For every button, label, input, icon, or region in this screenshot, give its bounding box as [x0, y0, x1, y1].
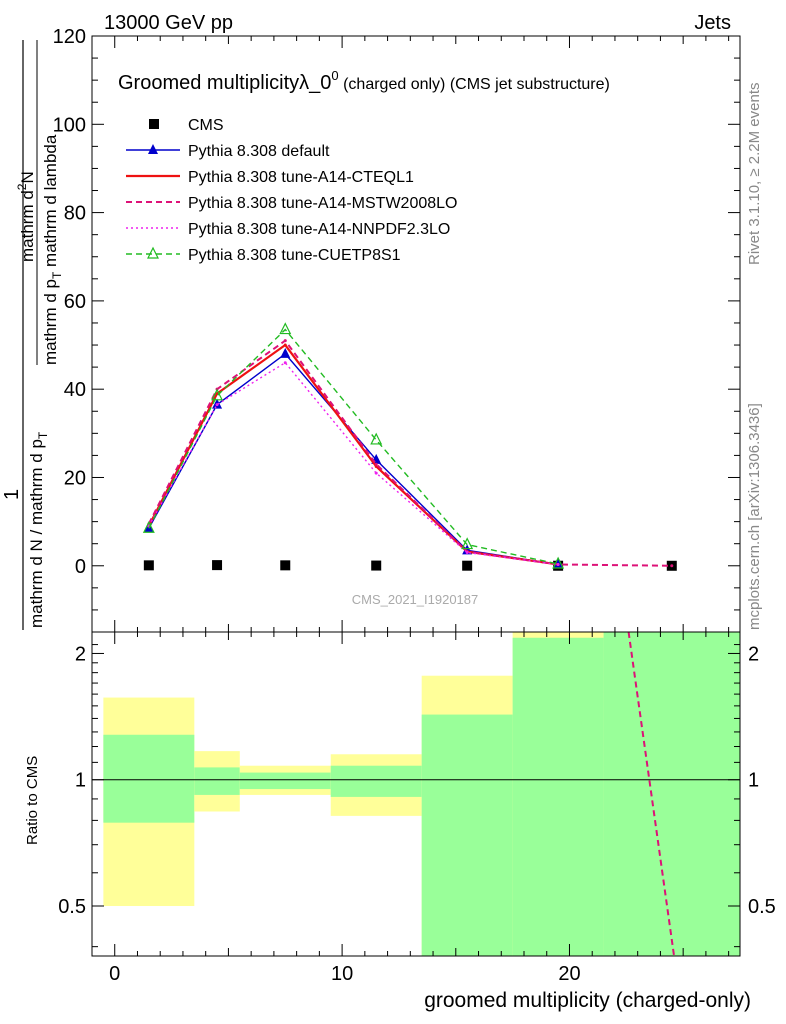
cms-point — [280, 560, 291, 571]
main-ticks: 0 20 40 60 80 100 120 — [53, 26, 740, 632]
ratio-xtick-label: 10 — [331, 963, 353, 985]
main-ytick-label: 100 — [53, 114, 86, 136]
legend-entry: Pythia 8.308 default — [126, 143, 330, 160]
main-ytick-label: 120 — [53, 26, 86, 48]
series-marker — [283, 361, 287, 365]
legend-entry: Pythia 8.308 tune-A14-NNPDF2.3LO — [126, 221, 450, 238]
legend-marker — [147, 246, 159, 259]
legend-label: Pythia 8.308 tune-A14-MSTW2008LO — [188, 195, 457, 212]
ratio-ytick-label-right: 2 — [748, 643, 759, 665]
cms-point — [212, 560, 223, 571]
series-marker — [280, 347, 291, 358]
main-panel: 0 20 40 60 80 100 120 CMS_2021_I1920187 Groome… — [1, 26, 741, 633]
main-ytick-label: 40 — [64, 379, 86, 401]
series-line — [147, 339, 672, 567]
chart-title-sup: 0 — [331, 68, 338, 83]
ylabel-right-num: mathrm d2N — [15, 171, 37, 262]
ratio-ytick-label-right: 0.5 — [748, 896, 776, 918]
legend-entry: Pythia 8.308 tune-A14-CTEQL1 — [126, 169, 414, 186]
main-marks — [142, 322, 677, 571]
ylabel-right-den: mathrm d pT mathrm d lambda — [41, 134, 64, 365]
legend: CMS Pythia 8.308 default Pythia 8.308 tune… — [126, 117, 457, 264]
series-5 — [142, 322, 565, 569]
series-marker — [215, 403, 219, 407]
ratio-marks — [92, 631, 740, 957]
legend-swatch — [149, 119, 159, 129]
legend-entry: Pythia 8.308 tune-CUETP8S1 — [126, 246, 401, 264]
cms-point — [143, 560, 154, 571]
watermark: CMS_2021_I1920187 — [352, 592, 479, 607]
ratio-ticks: 0.5 0.51 12 20 10 20 — [58, 632, 776, 985]
ylabel-den: mathrm d N / mathrm d pT — [27, 431, 50, 628]
main-ytick-label: 0 — [75, 556, 86, 578]
ratio-ylabel: Ratio to CMS — [24, 756, 41, 845]
header-right: Jets — [694, 12, 731, 34]
ratio-green-band — [512, 637, 604, 956]
series-marker — [670, 564, 674, 568]
rivet-label: Rivet 3.1.10, ≥ 2.2M events — [746, 83, 763, 266]
ratio-ytick-label: 2 — [75, 643, 86, 665]
ratio-xlabel: groomed multiplicity (charged-only) — [424, 989, 751, 1012]
ratio-xtick-label: 0 — [109, 963, 120, 985]
series-line — [147, 343, 559, 566]
series-marker — [374, 462, 378, 466]
ratio-panel: 0.5 0.51 12 20 10 20 Ratio to CMS groomed mul… — [24, 631, 776, 1012]
series-marker — [556, 562, 560, 566]
ratio-ytick-label-right: 1 — [748, 770, 759, 792]
ratio-frame — [91, 631, 741, 957]
series-marker — [461, 537, 474, 550]
chart-title-suffix: (charged only) (CMS jet substructure) — [339, 76, 610, 93]
cms-point — [462, 560, 473, 571]
ratio-green-band — [239, 772, 331, 790]
series-line — [148, 328, 559, 565]
legend-label: Pythia 8.308 tune-CUETP8S1 — [188, 247, 401, 264]
series-line — [148, 361, 559, 566]
legend-entry: Pythia 8.308 tune-A14-MSTW2008LO — [126, 195, 457, 212]
series-marker — [283, 339, 287, 343]
series-line — [148, 352, 559, 566]
series-marker — [465, 551, 469, 555]
ratio-series-line — [627, 631, 676, 957]
header-left: 13000 GeV pp — [104, 12, 233, 34]
main-ylabel: 1 mathrm d N / mathrm d pT mathrm d2N ma… — [1, 40, 64, 630]
ratio-green-band — [603, 632, 740, 956]
series-marker — [370, 432, 383, 445]
series-marker — [374, 464, 378, 468]
legend-marker — [148, 144, 158, 154]
series-marker — [552, 556, 565, 569]
legend-label: Pythia 8.308 tune-A14-NNPDF2.3LO — [188, 221, 450, 238]
main-ytick-label: 60 — [64, 291, 86, 313]
series-marker — [211, 388, 224, 401]
legend-label: Pythia 8.308 tune-A14-CTEQL1 — [188, 169, 414, 186]
legend-entry: CMS — [149, 117, 224, 134]
legend-label: CMS — [188, 117, 224, 134]
series-4 — [147, 361, 560, 566]
main-ytick-label: 80 — [64, 203, 86, 225]
legend-label: Pythia 8.308 default — [188, 143, 330, 160]
series-3 — [147, 339, 674, 568]
series-marker — [374, 471, 378, 475]
chart-title: Groomed multiplicityλ_00 (charged only) … — [118, 68, 610, 94]
ratio-green-band — [421, 714, 513, 956]
ylabel-num: 1 — [1, 489, 23, 500]
ratio-ytick-label: 0.5 — [58, 896, 86, 918]
series-1 — [143, 347, 564, 569]
ratio-green-band — [103, 734, 195, 823]
ratio-ytick-label: 1 — [75, 770, 86, 792]
chart-title-main: Groomed multiplicityλ_0 — [118, 72, 331, 94]
ratio-xtick-label: 20 — [558, 963, 580, 985]
main-ytick-label: 20 — [64, 467, 86, 489]
series-marker — [283, 343, 287, 347]
series-2 — [147, 343, 560, 566]
ratio-green-band — [330, 765, 422, 797]
cms-point — [371, 560, 382, 571]
series-marker — [279, 322, 292, 335]
series-marker — [142, 520, 155, 533]
ratio-green-band — [194, 767, 240, 795]
mcplots-label: mcplots.cern.ch [arXiv:1306.3436] — [746, 403, 763, 630]
